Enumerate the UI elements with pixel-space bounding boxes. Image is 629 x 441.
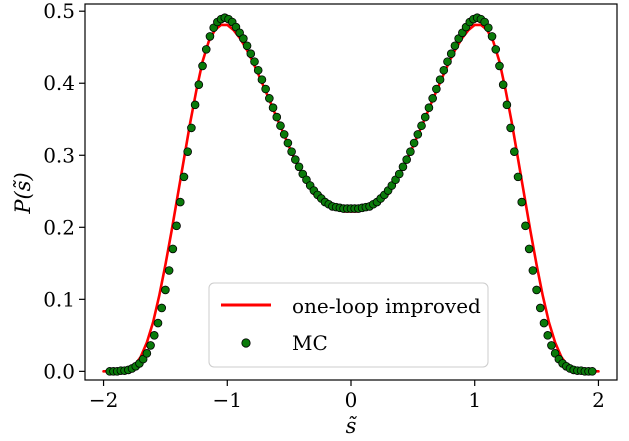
mc-data-point	[190, 100, 200, 110]
mc-data-point	[424, 103, 434, 113]
mc-data-point	[417, 121, 426, 131]
mc-data-point	[149, 331, 159, 340]
legend-box	[208, 282, 489, 368]
y-tick-label: 0.3	[43, 143, 75, 167]
legend-label-one-loop: one-loop improved	[292, 294, 481, 318]
y-tick-label: 0.5	[43, 0, 75, 23]
mc-data-point	[446, 49, 456, 58]
mc-data-point	[506, 123, 515, 133]
mc-data-point	[205, 32, 215, 41]
mc-data-point	[528, 266, 538, 275]
mc-data-point	[484, 23, 493, 33]
mc-data-point	[283, 138, 293, 148]
mc-data-point	[398, 162, 408, 172]
mc-data-point	[539, 318, 549, 328]
mc-data-point	[402, 155, 411, 164]
y-tick-label: 0.4	[43, 71, 75, 95]
mc-data-point	[409, 138, 419, 148]
plot-points	[105, 13, 597, 376]
mc-data-point	[250, 57, 259, 66]
mc-data-point	[168, 244, 178, 254]
mc-data-point	[543, 331, 553, 340]
mc-data-point	[450, 41, 460, 51]
mc-data-point	[517, 197, 527, 207]
y-tick-label: 0.1	[43, 287, 75, 311]
mc-data-point	[495, 61, 504, 71]
mc-data-point	[194, 80, 204, 89]
mc-data-point	[532, 285, 541, 295]
mc-data-point	[257, 75, 267, 84]
x-tick-label: 0	[345, 388, 358, 412]
mc-data-point	[242, 41, 252, 51]
legend: one-loop improved MC	[208, 282, 489, 368]
mc-data-point	[547, 341, 556, 350]
x-tick-label: 1	[468, 388, 481, 412]
x-tick-label: 2	[592, 388, 605, 412]
mc-data-point	[535, 303, 545, 313]
mc-data-point	[272, 112, 282, 122]
mc-data-point	[420, 112, 430, 122]
mc-data-point	[513, 172, 523, 182]
mc-data-point	[246, 49, 256, 58]
y-tick-label: 0.2	[43, 215, 75, 239]
mc-data-point	[239, 34, 248, 43]
mc-data-point	[198, 61, 207, 71]
mc-data-point	[413, 130, 423, 139]
mc-data-point	[587, 367, 597, 376]
mc-data-point	[201, 45, 211, 54]
x-ticks: −2 −1 0 1 2	[89, 380, 605, 412]
mc-data-point	[406, 147, 415, 156]
mc-data-point	[432, 84, 441, 94]
mc-data-point	[179, 172, 189, 182]
y-tick-label: 0.0	[43, 359, 75, 383]
mc-data-point	[164, 266, 174, 275]
mc-data-point	[487, 32, 497, 41]
legend-dot-marker	[241, 338, 251, 348]
mc-data-point	[276, 121, 285, 131]
mc-data-point	[253, 65, 263, 75]
mc-data-point	[502, 100, 512, 110]
mc-data-point	[268, 103, 278, 113]
mc-data-point	[279, 130, 289, 139]
mc-data-point	[175, 197, 185, 207]
mc-data-point	[146, 341, 155, 350]
mc-data-point	[394, 169, 404, 179]
mc-data-point	[161, 285, 170, 295]
mc-data-point	[294, 162, 304, 172]
mc-data-point	[142, 349, 152, 358]
y-axis-label: P(s̃)	[11, 172, 35, 214]
x-tick-label: −1	[213, 388, 242, 412]
x-tick-label: −2	[89, 388, 118, 412]
legend-label-mc: MC	[292, 331, 328, 355]
mc-data-point	[291, 155, 300, 164]
mc-data-point	[183, 147, 192, 156]
mc-data-point	[187, 123, 196, 133]
mc-data-point	[443, 57, 452, 66]
mc-data-point	[157, 303, 167, 313]
mc-data-point	[287, 147, 296, 156]
mc-data-point	[153, 318, 163, 328]
mc-data-point	[265, 94, 274, 103]
mc-data-point	[524, 244, 534, 254]
mc-data-point	[428, 94, 437, 103]
mc-data-point	[439, 65, 449, 75]
mc-data-point	[172, 221, 181, 231]
mc-data-point	[510, 147, 519, 156]
mc-data-point	[491, 45, 501, 54]
x-axis-label: s̃	[346, 414, 358, 438]
mc-data-point	[498, 80, 508, 89]
y-ticks: 0.0 0.1 0.2 0.3 0.4 0.5	[43, 0, 85, 383]
mc-data-point	[261, 84, 270, 94]
mc-data-point	[435, 75, 445, 84]
mc-data-point	[521, 221, 530, 231]
